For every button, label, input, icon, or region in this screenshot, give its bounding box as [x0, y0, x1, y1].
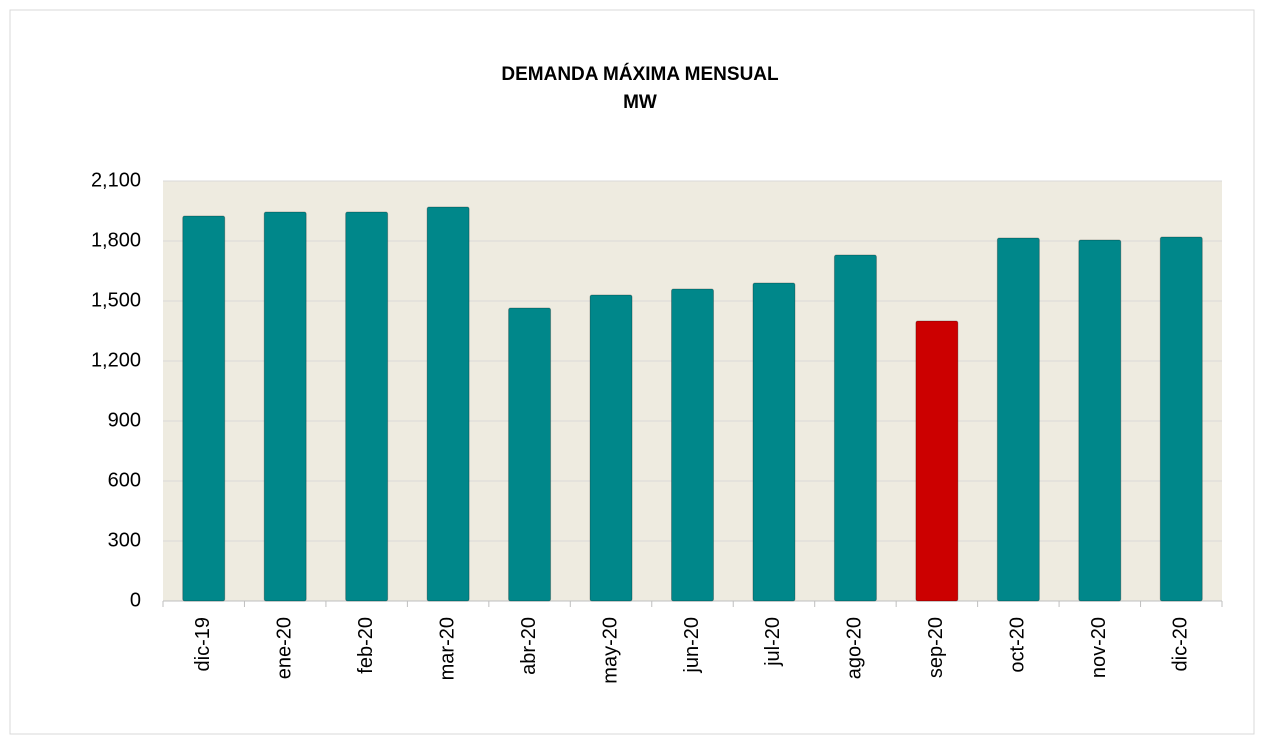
- bar: [508, 307, 552, 602]
- x-tick-label: jul-20: [762, 617, 784, 667]
- x-tick-label: may-20: [599, 617, 621, 684]
- bar: [1159, 236, 1203, 602]
- x-tick-label: ago-20: [844, 617, 866, 679]
- bar: [752, 282, 796, 602]
- y-tick-label: 1,500: [91, 289, 141, 311]
- x-tick-label: mar-20: [436, 617, 458, 680]
- x-tick-label: feb-20: [355, 617, 377, 674]
- bar: [426, 206, 470, 602]
- bar: [589, 294, 633, 602]
- bar: [996, 237, 1040, 602]
- x-tick-label: jun-20: [681, 617, 703, 674]
- chart-title: DEMANDA MÁXIMA MENSUAL: [501, 63, 779, 85]
- y-tick-label: 0: [130, 589, 141, 611]
- bar: [833, 254, 877, 602]
- x-tick-label: abr-20: [518, 617, 540, 675]
- x-tick-label: dic-20: [1170, 617, 1192, 671]
- y-tick-label: 1,200: [91, 349, 141, 371]
- y-tick-label: 1,800: [91, 229, 141, 251]
- y-tick-label: 900: [108, 409, 141, 431]
- bar: [263, 211, 307, 602]
- bar: [1078, 239, 1122, 602]
- x-tick-label: nov-20: [1088, 617, 1110, 678]
- bar: [671, 288, 714, 602]
- chart-subtitle: MW: [623, 92, 657, 113]
- y-tick-label: 2,100: [91, 169, 141, 191]
- bar: [915, 320, 959, 602]
- x-tick-label: dic-19: [192, 617, 214, 671]
- x-tick-label: sep-20: [925, 617, 947, 678]
- bar: [182, 215, 226, 602]
- bar: [345, 211, 389, 602]
- y-tick-label: 300: [108, 529, 141, 551]
- x-tick-label: ene-20: [273, 617, 295, 679]
- x-tick-label: oct-20: [1007, 617, 1029, 673]
- y-tick-label: 600: [108, 469, 141, 491]
